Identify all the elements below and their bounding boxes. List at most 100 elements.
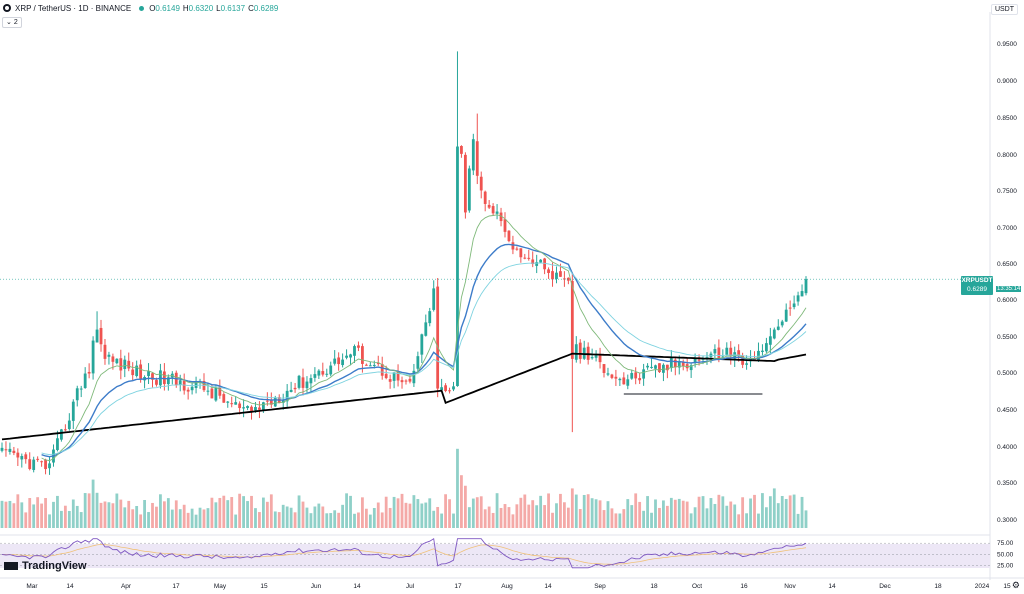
candle-body <box>507 230 511 242</box>
candle-body <box>44 459 47 470</box>
low-value: 0.6137 <box>220 3 246 13</box>
volume-bar <box>230 497 234 528</box>
candle-body <box>761 350 764 352</box>
volume-bar <box>460 475 463 528</box>
tradingview-mark-icon <box>4 562 18 570</box>
close-label: C <box>248 3 254 13</box>
symbol-title[interactable]: XRP / TetherUS · 1D · BINANCE <box>15 3 132 13</box>
volume-bar <box>416 499 420 528</box>
volume-bar <box>162 501 166 528</box>
candle-body <box>166 377 170 385</box>
candle-body <box>721 356 725 358</box>
candle-body <box>416 356 420 369</box>
candle-body <box>135 365 139 377</box>
candle-body <box>75 388 79 401</box>
volume-bar <box>119 499 123 528</box>
candle-body <box>0 447 4 451</box>
tradingview-logo[interactable]: TradingView <box>4 560 87 572</box>
volume-bar <box>273 511 277 528</box>
volume-bar <box>337 512 341 528</box>
volume-bar <box>444 494 447 528</box>
candle-body <box>87 371 91 374</box>
y-tick-label: 0.9000 <box>997 78 1017 85</box>
x-tick-label: May <box>214 583 227 590</box>
candle-body <box>574 344 578 360</box>
volume-bar <box>582 494 586 528</box>
volume-bar <box>305 507 309 528</box>
candle-body <box>261 402 265 411</box>
y-tick-label: 0.9500 <box>997 41 1017 48</box>
candle-body <box>321 371 325 375</box>
candle-body <box>28 459 32 469</box>
volume-bar <box>151 502 154 528</box>
candle-body <box>618 378 622 381</box>
candle-body <box>602 364 606 373</box>
volume-bar <box>99 502 103 528</box>
candle-body <box>535 262 539 266</box>
volume-bar <box>52 501 55 528</box>
indicators-toggle[interactable]: ⌄ 2 <box>2 17 22 28</box>
volume-bar <box>91 479 95 528</box>
candle-body <box>499 212 503 222</box>
volume-bar <box>669 497 673 528</box>
candle-body <box>654 365 657 369</box>
candle-body <box>67 420 71 430</box>
y-tick-label: 0.6500 <box>997 261 1017 268</box>
volume-bar <box>598 500 602 528</box>
candle-body <box>36 458 40 460</box>
candle-body <box>218 386 222 396</box>
candle-body <box>388 379 392 382</box>
candle-body <box>634 372 638 379</box>
volume-bar <box>83 493 87 528</box>
candle-body <box>127 360 131 369</box>
candle-body <box>20 456 24 460</box>
candle-body <box>768 336 772 345</box>
volume-bar <box>618 513 622 528</box>
volume-bar <box>440 513 444 528</box>
gear-icon[interactable]: ⚙ <box>1011 580 1020 590</box>
volume-bar <box>234 514 238 528</box>
candle-body <box>190 386 194 391</box>
volume-bar <box>709 498 713 528</box>
candle-body <box>79 388 83 390</box>
candle-body <box>131 369 135 376</box>
candle-body <box>606 373 610 375</box>
volume-bar <box>372 508 376 528</box>
volume-bar <box>570 488 574 528</box>
candle-body <box>590 357 594 359</box>
rsi-tick-label: 75.00 <box>997 540 1014 547</box>
volume-bar <box>380 512 384 528</box>
currency-badge[interactable]: USDT <box>990 4 1018 15</box>
volume-bar <box>269 494 273 528</box>
volume-bar <box>471 498 475 528</box>
candle-body <box>448 390 451 392</box>
volume-bar <box>693 507 697 528</box>
volume-bar <box>218 497 222 528</box>
candle-body <box>48 463 51 469</box>
volume-bar <box>539 495 543 528</box>
candle-body <box>614 376 618 379</box>
volume-bar <box>531 500 535 528</box>
volume-bar <box>685 501 689 528</box>
candle-body <box>420 334 424 355</box>
volume-bar <box>689 513 693 528</box>
candle-body <box>673 359 677 368</box>
candle-body <box>412 370 416 384</box>
volume-bar <box>515 504 519 528</box>
candle-body <box>230 403 234 405</box>
candle-body <box>784 309 788 322</box>
volume-bar <box>210 497 214 528</box>
candle-body <box>487 204 491 208</box>
volume-bar <box>590 498 594 528</box>
ema-fast-line <box>41 214 807 462</box>
volume-bar <box>780 495 784 528</box>
candle-body <box>301 377 305 388</box>
volume-bar <box>396 498 400 528</box>
volume-bar <box>95 492 99 528</box>
market-status-icon <box>139 5 145 11</box>
volume-bar <box>333 510 337 528</box>
candle-body <box>428 311 432 324</box>
volume-bar <box>479 496 483 528</box>
volume-bar <box>495 493 499 528</box>
